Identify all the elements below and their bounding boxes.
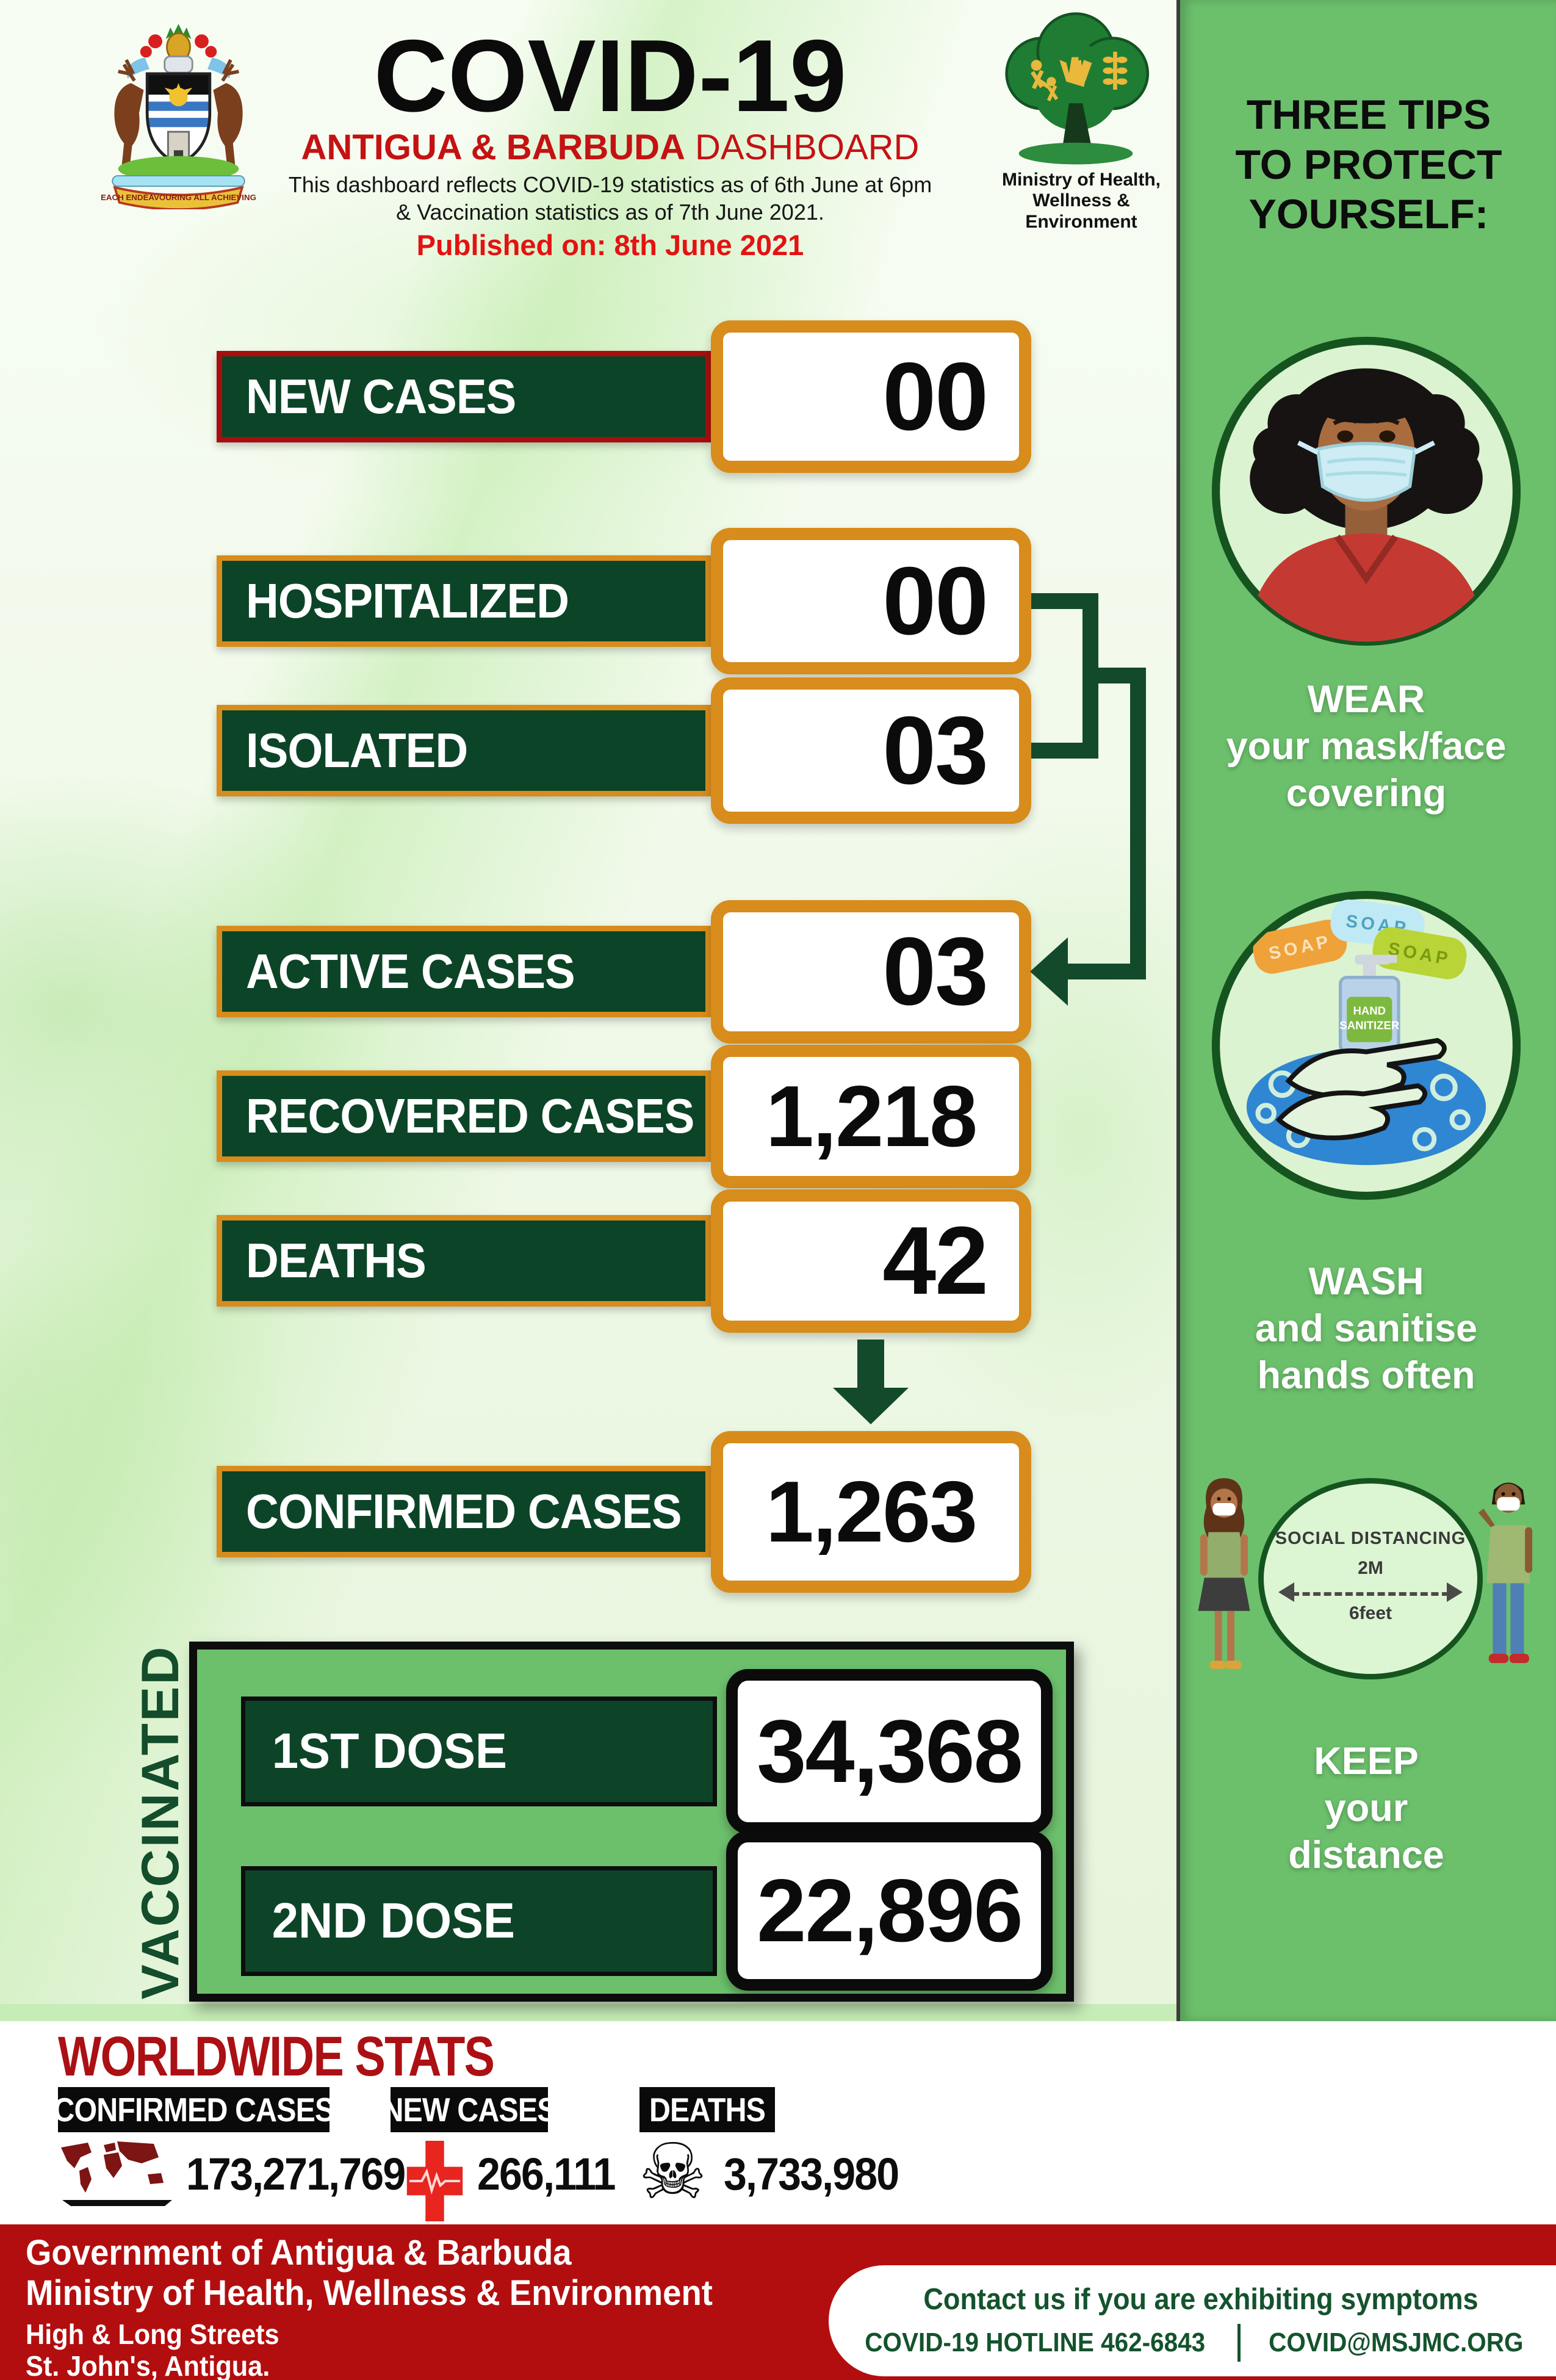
footer-gov-line-2: Ministry of Health, Wellness & Environme…: [26, 2273, 713, 2313]
footer-gov-line-1: Government of Antigua & Barbuda: [26, 2233, 572, 2273]
description-line-1: This dashboard reflects COVID-19 statist…: [288, 172, 932, 197]
contact-email: COVID@MSJMC.ORG: [1269, 2328, 1524, 2357]
worldwide-deaths-value: 3,733,980: [724, 2148, 899, 2199]
flow-connector: [1067, 964, 1146, 979]
deaths-label: DEATHS: [217, 1215, 711, 1307]
hospitalized-value: 00: [711, 528, 1031, 674]
isolated-label: ISOLATED: [217, 705, 711, 796]
page-title: COVID-19: [373, 18, 847, 133]
world-map-icon: [61, 2141, 172, 2206]
contact-divider: [1237, 2324, 1241, 2362]
worldwide-confirmed-badge: CONFIRMED CASES: [53, 2087, 334, 2132]
confirmed-cases-label: CONFIRMED CASES: [217, 1466, 711, 1557]
flow-connector: [857, 1340, 884, 1390]
ministry-caption-line-2: Wellness & Environment: [1025, 190, 1137, 232]
svg-text:HAND: HAND: [1353, 1004, 1386, 1017]
flow-connector: [1130, 668, 1146, 979]
medical-cross-icon: [406, 2141, 463, 2221]
deaths-value: 42: [711, 1189, 1031, 1333]
tip1-caption: WEAR your mask/face covering: [1226, 678, 1507, 815]
worldwide-new-cases-badge: NEW CASES: [382, 2087, 556, 2132]
wash-hands-illustration: SOAP SOAP SOAP HAND SANITIZER: [1211, 890, 1521, 1200]
hospitalized-label: HOSPITALIZED: [217, 555, 711, 647]
footer-address-line-1: High & Long Streets: [26, 2318, 279, 2350]
tip3-caption: KEEP your distance: [1288, 1740, 1444, 1877]
flow-arrow-down-icon: [833, 1388, 909, 1424]
flow-connector: [1031, 743, 1082, 759]
recovered-cases-value: 1,218: [711, 1045, 1031, 1188]
hotline-number: COVID-19 HOTLINE 462-6843: [865, 2328, 1206, 2357]
first-dose-label: 1ST DOSE: [241, 1697, 717, 1806]
distancing-man-icon: [1478, 1482, 1533, 1664]
tips-heading: THREE TIPS TO PROTECT YOURSELF:: [1235, 92, 1502, 238]
subtitle-region: ANTIGUA & BARBUDA: [301, 128, 685, 167]
confirmed-cases-value: 1,263: [711, 1431, 1031, 1593]
worldwide-new-cases-value: 266,111: [477, 2148, 616, 2199]
new-cases-value: 00: [711, 320, 1031, 473]
light-green-divider-band: [0, 2004, 1176, 2021]
social-distancing-diagram: SOCIAL DISTANCING 2M 6feet: [1258, 1478, 1483, 1679]
flow-connector: [1082, 593, 1098, 759]
svg-text:SANITIZER: SANITIZER: [1339, 1019, 1399, 1032]
tip2-caption: WASH and sanitise hands often: [1255, 1260, 1478, 1397]
description-line-2: & Vaccination statistics as of 7th June …: [396, 200, 824, 225]
mask-person-illustration: [1211, 336, 1521, 646]
published-date: Published on: 8th June 2021: [416, 229, 804, 261]
coat-of-arms-motto: EACH ENDEAVOURING ALL ACHIEVING: [101, 193, 256, 202]
skull-icon: ☠: [638, 2127, 707, 2216]
active-cases-value: 03: [711, 900, 1031, 1044]
coat-of-arms-icon: EACH ENDEAVOURING ALL ACHIEVING: [101, 24, 256, 209]
ministry-logo-icon: [1005, 12, 1150, 165]
arrow-head-left-icon: [1278, 1582, 1294, 1602]
second-dose-label: 2ND DOSE: [241, 1866, 717, 1976]
new-cases-label: NEW CASES: [217, 351, 711, 442]
contact-heading: Contact us if you are exhibiting symptom…: [923, 2283, 1479, 2316]
ministry-caption-line-1: Ministry of Health,: [1001, 170, 1161, 190]
footer-address-line-2: St. John's, Antigua.: [26, 2350, 270, 2380]
worldwide-heading: WORLDWIDE STATS: [58, 2025, 495, 2088]
contact-details: COVID-19 HOTLINE 462-6843 COVID@MSJMC.OR…: [829, 2324, 1556, 2362]
subtitle-dashboard: DASHBOARD: [685, 128, 920, 167]
worldwide-deaths-badge: DEATHS: [639, 2087, 775, 2132]
active-cases-label: ACTIVE CASES: [217, 926, 711, 1017]
isolated-value: 03: [711, 677, 1031, 824]
distance-arrow: [1292, 1592, 1449, 1596]
page-subtitle: ANTIGUA & BARBUDA DASHBOARD: [262, 127, 958, 168]
worldwide-confirmed-value: 173,271,769: [186, 2148, 406, 2199]
recovered-cases-label: RECOVERED CASES: [217, 1070, 711, 1162]
arrow-head-right-icon: [1447, 1582, 1463, 1602]
second-dose-value: 22,896: [726, 1831, 1053, 1991]
distancing-woman-icon: [1198, 1478, 1250, 1669]
flow-arrow-left-icon: [1030, 937, 1068, 1006]
vaccinated-panel-title: VACCINATED: [131, 1645, 190, 2000]
contact-panel: Contact us if you are exhibiting symptom…: [829, 2265, 1556, 2376]
first-dose-value: 34,368: [726, 1669, 1053, 1834]
